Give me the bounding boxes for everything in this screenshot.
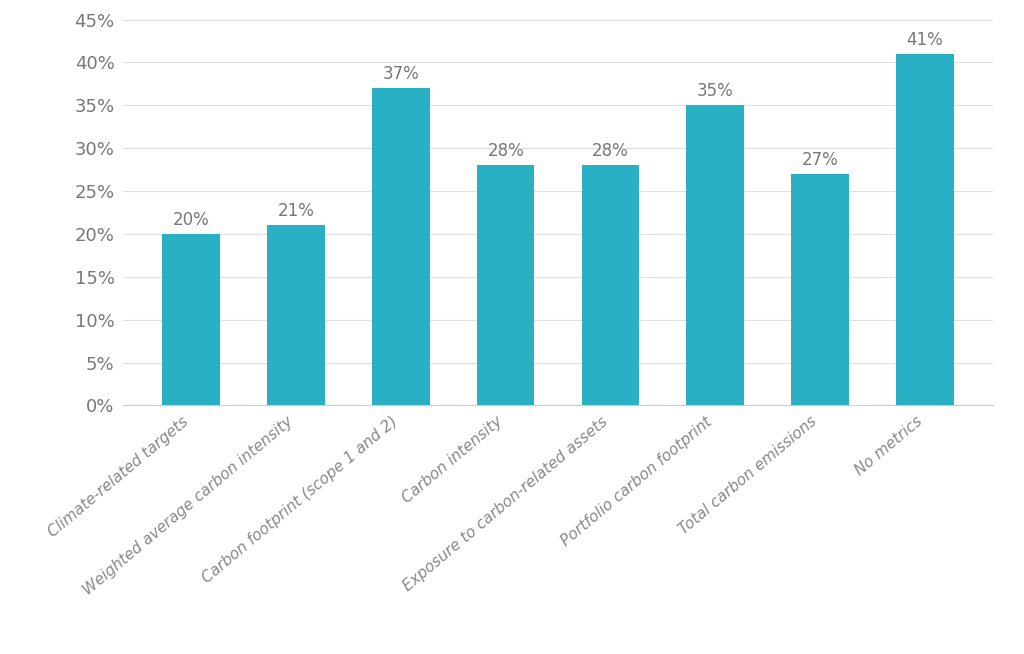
Bar <box>896 54 953 405</box>
Text: 35%: 35% <box>697 82 733 100</box>
Bar <box>372 88 430 405</box>
Bar <box>163 234 220 405</box>
Text: 28%: 28% <box>592 142 629 160</box>
Bar <box>686 105 744 405</box>
Text: 28%: 28% <box>487 142 524 160</box>
Text: 27%: 27% <box>802 151 839 169</box>
Text: 21%: 21% <box>278 202 314 220</box>
Text: 41%: 41% <box>906 31 943 49</box>
Text: 37%: 37% <box>383 65 419 83</box>
Bar <box>267 226 325 405</box>
Bar <box>792 174 849 405</box>
Text: 20%: 20% <box>173 211 210 229</box>
Bar <box>582 165 639 405</box>
Bar <box>477 165 535 405</box>
